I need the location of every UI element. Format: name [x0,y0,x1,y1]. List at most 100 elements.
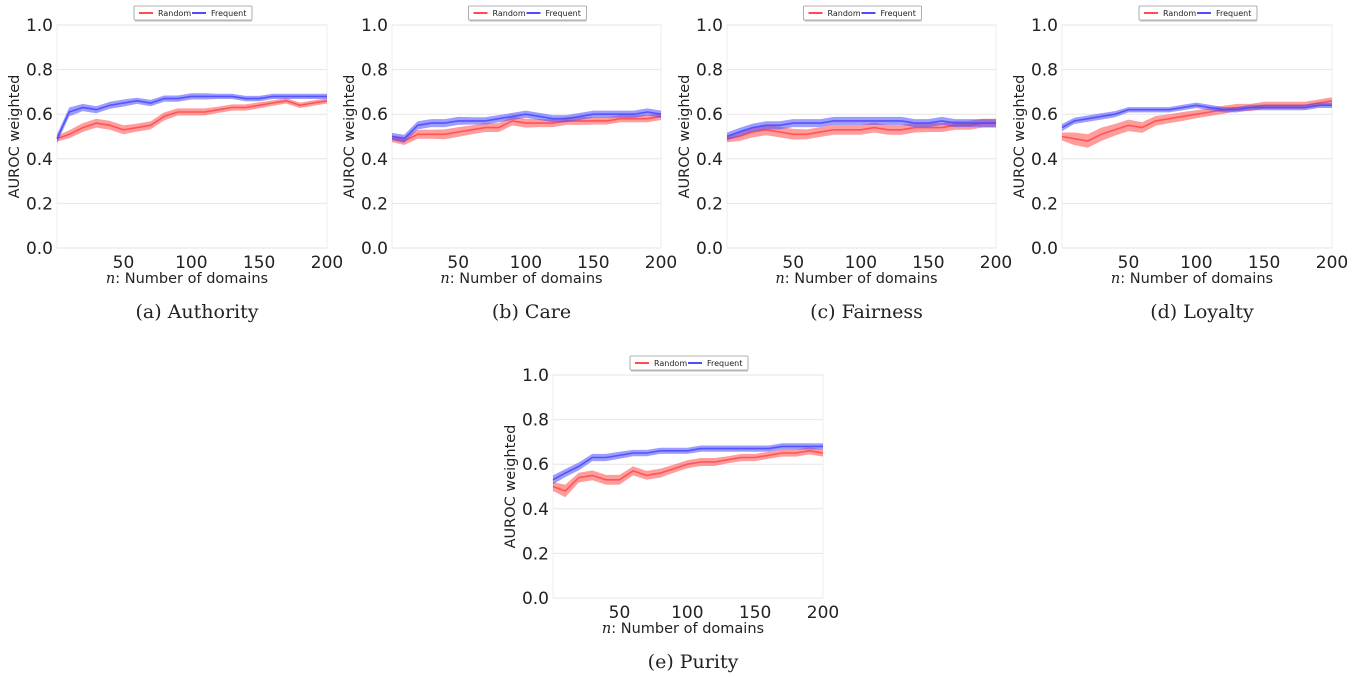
x-axis-label-variable: n [602,621,611,637]
series-line-random [56,99,328,140]
y-tick-label: 0.4 [1031,150,1058,170]
y-tick-label: 0.6 [361,105,388,125]
y-tick-label: 0.4 [522,500,549,520]
x-axis-label-text: : Number of domains [1120,271,1273,287]
y-tick-label: 0.8 [361,61,388,81]
x-tick-label: 100 [510,253,542,273]
y-tick-label: 0.0 [1031,239,1058,259]
series-line-frequent [726,120,996,138]
x-tick-label: 50 [447,253,469,273]
y-tick-label: 0.6 [1031,105,1058,125]
x-tick-label: 50 [113,253,135,273]
x-tick-label: 150 [243,253,275,273]
x-tick-label: 150 [1248,253,1280,273]
plot-area [552,374,824,599]
y-tick-label: 0.0 [361,239,388,259]
y-tick-label: 0.2 [361,194,388,214]
series-band-random [1062,97,1332,148]
chart-panel: 0.0 0.2 0.4 0.6 0.8 1.0 50 100 150 200 Random Frequ… [503,355,839,673]
x-tick-label: 200 [807,603,839,623]
y-tick-label: 0.2 [522,544,549,564]
x-axis-label-text: : Number of domains [450,271,603,287]
y-axis-label: AUROC weighted [503,425,519,549]
y-axis-label: AUROC weighted [7,75,23,199]
x-tick-label: 100 [175,253,207,273]
y-tick-label: 0.4 [696,150,723,170]
series-line-random [391,115,662,142]
y-tick-label: 1.0 [696,16,723,36]
series-line-random [552,449,824,492]
y-tick-label: 0.4 [26,150,53,170]
y-tick-label: 1.0 [361,16,388,36]
legend-label-frequent: Frequent [546,9,581,18]
series-band-random [57,98,327,142]
y-tick-label: 1.0 [1031,16,1058,36]
chart-panel: 0.0 0.2 0.4 0.6 0.8 1.0 50 100 150 200 Random Frequ… [7,5,343,323]
panel-caption: (d) Loyalty [1150,301,1254,323]
y-tick-label: 0.2 [26,194,53,214]
x-axis-label-text: : Number of domains [785,271,938,287]
series-band-frequent [57,93,327,144]
legend-label-frequent: Frequent [211,9,246,18]
y-tick-label: 0.0 [26,239,53,259]
panel-caption: (a) Authority [136,301,259,323]
x-tick-label: 150 [739,603,771,623]
x-axis-label: n: Number of domains [1111,271,1273,287]
x-axis-label-text: : Number of domains [115,271,268,287]
series-band-frequent [392,108,661,143]
x-tick-label: 50 [1118,253,1140,273]
x-tick-label: 100 [671,603,703,623]
series-line-frequent [1061,104,1332,129]
legend-label-random: Random [1163,9,1196,18]
plot-area [726,24,997,249]
y-tick-label: 0.2 [1031,194,1058,214]
legend-label-random: Random [493,9,526,18]
series-line-frequent [391,111,662,140]
panel-caption: (e) Purity [648,651,739,673]
y-tick-label: 1.0 [26,16,53,36]
y-tick-label: 0.0 [522,589,549,609]
chart-panel: 0.0 0.2 0.4 0.6 0.8 1.0 50 100 150 200 Random Frequ… [677,5,1012,323]
y-tick-label: 0.8 [696,61,723,81]
y-tick-label: 0.8 [26,61,53,81]
x-tick-label: 50 [609,603,631,623]
series-band-frequent [553,443,823,485]
x-tick-label: 50 [782,253,804,273]
y-tick-label: 1.0 [522,366,549,386]
legend-label-random: Random [654,359,687,368]
x-tick-label: 200 [1316,253,1348,273]
x-axis-label-text: : Number of domains [611,621,764,637]
x-tick-label: 150 [912,253,944,273]
panel-caption: (c) Fairness [810,301,923,323]
chart-panel: 0.0 0.2 0.4 0.6 0.8 1.0 50 100 150 200 Random Frequ… [342,5,677,323]
y-axis-label: AUROC weighted [342,75,358,199]
legend-label-frequent: Frequent [1216,9,1251,18]
x-axis-label: n: Number of domains [106,271,268,287]
panel-caption: (b) Care [492,301,571,323]
series-line-frequent [56,95,327,140]
legend-label-frequent: Frequent [881,9,916,18]
x-tick-label: 200 [311,253,343,273]
plot-area [56,24,328,249]
legend-label-frequent: Frequent [707,359,742,368]
x-axis-label: n: Number of domains [602,621,764,637]
y-tick-label: 0.8 [1031,61,1058,81]
y-tick-label: 0.6 [522,455,549,475]
x-axis-label-variable: n [106,271,115,287]
legend-label-random: Random [158,9,191,18]
y-axis-label: AUROC weighted [677,75,693,199]
x-tick-label: 200 [645,253,677,273]
x-tick-label: 100 [845,253,877,273]
series-line-frequent [552,445,823,481]
x-axis-label-variable: n [775,271,784,287]
x-axis-label-variable: n [440,271,449,287]
y-tick-label: 0.0 [696,239,723,259]
x-tick-label: 200 [980,253,1012,273]
y-tick-label: 0.8 [522,411,549,431]
x-tick-label: 150 [577,253,609,273]
y-axis-label: AUROC weighted [1012,75,1028,199]
chart-panel: 0.0 0.2 0.4 0.6 0.8 1.0 50 100 150 200 Random Frequ… [1012,5,1348,323]
y-tick-label: 0.2 [696,194,723,214]
legend-label-random: Random [828,9,861,18]
